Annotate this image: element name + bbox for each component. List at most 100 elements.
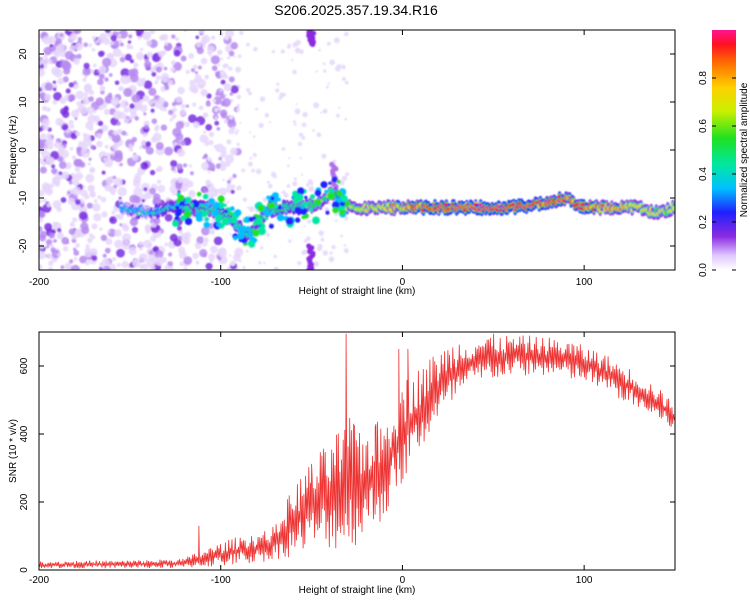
- heatmap-speckle: [149, 30, 156, 35]
- heatmap-speckle: [228, 66, 233, 71]
- heatmap-speckle: [139, 146, 143, 150]
- heatmap-speckle: [301, 135, 306, 140]
- heatmap-speckle: [265, 232, 270, 237]
- heatmap-speckle: [114, 80, 120, 86]
- heatmap-speckle: [179, 109, 187, 116]
- heatmap-speckle: [186, 180, 194, 188]
- heatmap-speckle: [217, 49, 223, 55]
- heatmap-ridge-cell: [270, 196, 275, 201]
- heatmap-speckle: [139, 264, 144, 269]
- colorbar-tick-label: 0.8: [698, 71, 709, 85]
- heatmap-speckle: [225, 161, 231, 167]
- heatmap-speckle: [129, 73, 139, 83]
- heatmap-speckle: [205, 262, 213, 270]
- heatmap-speckle: [108, 263, 117, 270]
- heatmap-speckle: [39, 166, 47, 174]
- snr-xtick-label: -200: [29, 575, 49, 586]
- heatmap-speckle: [293, 177, 297, 181]
- heatmap-speckle: [86, 202, 93, 209]
- heatmap-speckle: [156, 179, 162, 184]
- heatmap-speckle: [81, 226, 90, 235]
- heatmap-ridge-cell: [175, 205, 180, 210]
- heatmap-ridge-cell: [337, 180, 341, 184]
- heatmap-speckle: [139, 47, 144, 52]
- heatmap-speckle: [154, 256, 164, 266]
- heatmap-speckle: [72, 179, 80, 186]
- heatmap-speckle: [79, 106, 88, 115]
- heatmap-speckle: [88, 96, 94, 102]
- heatmap-area: [39, 30, 675, 270]
- snr-frame: [38, 331, 676, 571]
- heatmap-speckle: [242, 266, 246, 270]
- heatmap-speckle: [52, 200, 62, 209]
- heatmap-speckle: [169, 266, 174, 270]
- heatmap-speckle: [279, 92, 285, 98]
- heatmap-speckle: [129, 217, 139, 227]
- heatmap-speckle: [167, 79, 174, 86]
- heatmap-speckle: [87, 162, 92, 166]
- heatmap-speckle: [39, 226, 43, 232]
- heatmap-speckle: [271, 50, 275, 54]
- heatmap-speckle: [210, 245, 218, 254]
- heatmap-speckle: [54, 51, 61, 58]
- heatmap-speckle: [299, 156, 302, 160]
- heatmap-speckle: [53, 141, 61, 149]
- heatmap-speckle: [202, 253, 207, 258]
- heatmap-speckle: [89, 186, 93, 190]
- heatmap-speckle: [316, 132, 322, 138]
- snr-xtick-label: -100: [211, 575, 231, 586]
- heatmap-speckle: [213, 236, 223, 246]
- heatmap-ytick-label: 20: [18, 48, 29, 60]
- heatmap-speckle: [116, 121, 121, 126]
- heatmap-speckle: [345, 172, 350, 177]
- heatmap-speckle: [185, 104, 189, 108]
- heatmap-speckle: [138, 241, 144, 246]
- heatmap-speckle: [225, 31, 231, 37]
- heatmap-speckle: [184, 231, 192, 239]
- heatmap-speckle: [39, 133, 47, 141]
- heatmap-speckle: [249, 131, 251, 134]
- heatmap-speckle: [78, 211, 88, 221]
- heatmap-speckle: [344, 31, 349, 37]
- heatmap-speckle: [312, 129, 315, 132]
- heatmap-speckle: [224, 63, 229, 69]
- heatmap-speckle: [170, 166, 176, 171]
- heatmap-speckle: [334, 219, 338, 222]
- heatmap-speckle: [133, 176, 142, 185]
- heatmap-speckle: [292, 120, 296, 124]
- heatmap-speckle: [132, 258, 141, 268]
- heatmap-speckle: [301, 122, 307, 128]
- heatmap-speckle: [89, 233, 94, 238]
- heatmap-ridge-cell: [204, 202, 210, 208]
- heatmap-speckle: [344, 117, 347, 121]
- heatmap-speckle: [220, 79, 226, 85]
- heatmap-ridge-cell: [264, 217, 269, 221]
- heatmap-ridge-cell: [252, 222, 256, 226]
- heatmap-speckle: [341, 77, 346, 81]
- heatmap-speckle: [46, 245, 50, 249]
- heatmap-speckle: [270, 171, 277, 178]
- heatmap-ridge-cell: [216, 222, 222, 227]
- heatmap-speckle: [262, 197, 268, 203]
- heatmap-speckle: [198, 105, 204, 111]
- heatmap-speckle: [58, 161, 67, 169]
- heatmap-speckle: [218, 106, 222, 111]
- heatmap-speckle: [104, 184, 112, 192]
- heatmap-speckle: [44, 93, 52, 101]
- heatmap-speckle: [313, 102, 320, 109]
- heatmap-speckle: [68, 228, 76, 235]
- heatmap-ridge-cell: [208, 198, 215, 205]
- heatmap-ylabel: Frequency (Hz): [8, 116, 19, 185]
- heatmap-ridge-cell: [203, 221, 210, 229]
- heatmap-speckle: [104, 144, 109, 149]
- heatmap-speckle: [43, 54, 48, 59]
- heatmap-speckle: [301, 173, 304, 176]
- heatmap-speckle: [283, 193, 289, 198]
- heatmap-speckle: [180, 103, 186, 109]
- heatmap-speckle: [75, 90, 85, 100]
- heatmap-speckle: [280, 49, 285, 54]
- figure-title: S206.2025.357.19.34.R16: [274, 2, 438, 18]
- heatmap-speckle: [56, 43, 66, 53]
- heatmap-xtick-label: 100: [576, 277, 593, 288]
- heatmap-speckle: [40, 59, 45, 64]
